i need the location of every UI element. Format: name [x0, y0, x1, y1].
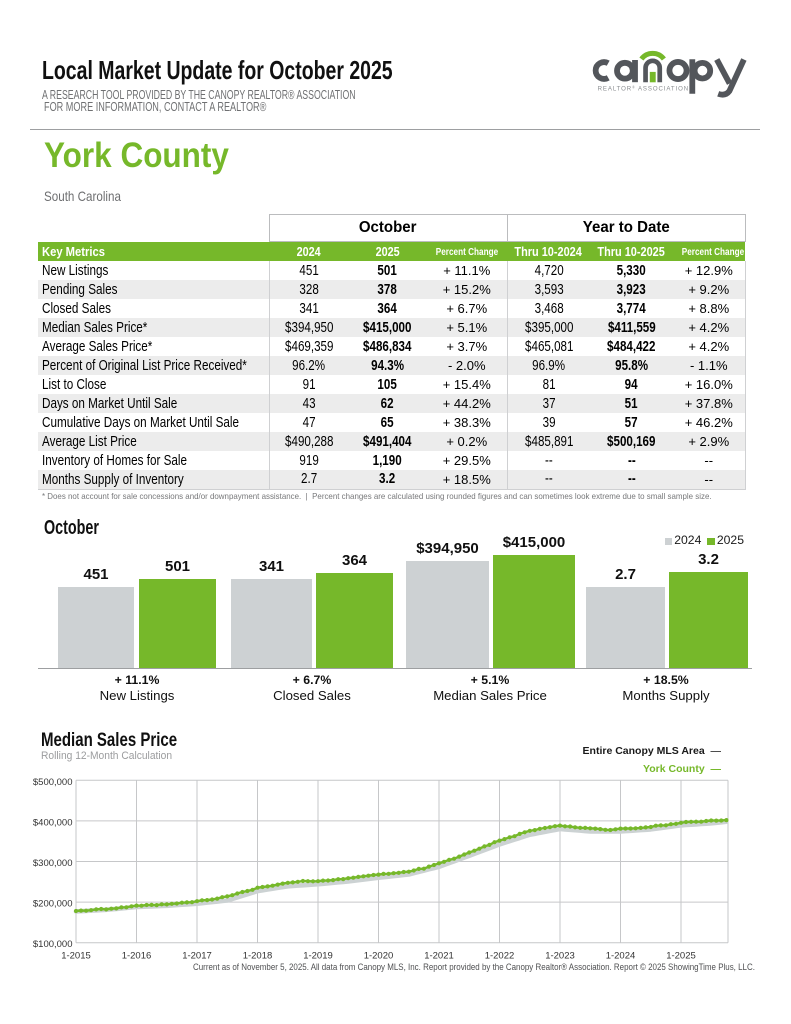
svg-text:1-2018: 1-2018 — [243, 950, 273, 961]
svg-text:$400,000: $400,000 — [33, 817, 73, 828]
svg-text:1-2021: 1-2021 — [424, 950, 454, 961]
svg-text:$200,000: $200,000 — [33, 899, 73, 910]
svg-text:1-2023: 1-2023 — [545, 950, 575, 961]
svg-text:REALTOR® ASSOCIATION: REALTOR® ASSOCIATION — [598, 85, 689, 92]
svg-text:1-2015: 1-2015 — [61, 950, 91, 961]
svg-text:1-2017: 1-2017 — [182, 950, 212, 961]
svg-text:$500,000: $500,000 — [33, 777, 73, 788]
svg-text:1-2019: 1-2019 — [303, 950, 333, 961]
svg-text:1-2016: 1-2016 — [122, 950, 152, 961]
svg-text:$100,000: $100,000 — [33, 939, 73, 950]
svg-text:$300,000: $300,000 — [33, 858, 73, 869]
svg-text:1-2025: 1-2025 — [666, 950, 696, 961]
svg-text:1-2020: 1-2020 — [364, 950, 394, 961]
svg-text:1-2022: 1-2022 — [485, 950, 515, 961]
svg-text:1-2024: 1-2024 — [606, 950, 636, 961]
